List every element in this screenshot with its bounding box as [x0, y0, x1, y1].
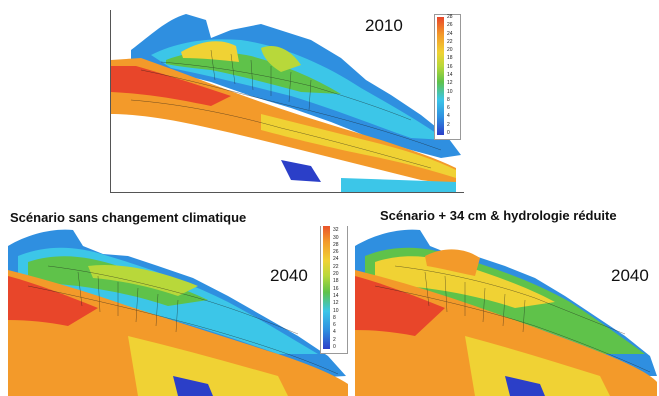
year-label-left: 2040	[270, 266, 308, 285]
right-small-channel	[505, 376, 545, 396]
legend-2010: 28 26 24 22 20 18 16 14 12 10 8 6 4 2 0	[434, 14, 461, 140]
legend-tick: 8	[333, 314, 336, 321]
lower-strip	[341, 178, 456, 192]
legend-left-colorbar	[323, 226, 330, 349]
scenario-title-left: Scénario sans changement climatique	[10, 210, 247, 225]
legend-tick: 12	[333, 300, 339, 307]
legend-left: 3432302826242220181614121086420	[320, 226, 348, 354]
legend-tick: 14	[447, 72, 453, 78]
legend-tick: 20	[333, 271, 339, 278]
contour-lines	[130, 49, 442, 169]
legend-tick: 14	[333, 292, 339, 299]
right-contours	[374, 265, 651, 373]
map-panel-right-2040: 2040	[355, 226, 657, 396]
yellow-zone-2	[261, 45, 301, 72]
legend-tick: 26	[447, 22, 453, 29]
salinity-map-left	[8, 229, 348, 396]
legend-tick: 4	[333, 329, 336, 336]
legend-tick: 0	[447, 130, 450, 136]
map-panel-left-2040: 2040 3432302826242220181614121086420	[8, 226, 348, 396]
legend-tick: 6	[333, 322, 336, 329]
right-orange-patch	[425, 249, 480, 276]
left-main-channel	[8, 270, 348, 396]
green-zone	[166, 51, 341, 94]
legend-tick: 16	[333, 285, 339, 292]
legend-tick: 24	[447, 30, 453, 37]
year-label-2010: 2010	[365, 16, 403, 35]
legend-tick: 10	[447, 88, 453, 95]
channel-core	[111, 66, 231, 106]
legend-tick: 32	[333, 227, 339, 234]
legend-tick: 0	[333, 344, 336, 350]
small-channel	[281, 160, 321, 182]
left-small-channel	[173, 376, 213, 396]
legend-tick: 16	[447, 63, 453, 70]
legend-tick: 10	[333, 307, 339, 314]
left-green-zone	[28, 256, 208, 306]
legend-tick: 2	[447, 121, 450, 128]
salinity-map-2010	[111, 14, 461, 192]
year-label-right: 2040	[611, 266, 649, 285]
legend-2010-colorbar	[437, 17, 444, 135]
legend-tick: 4	[447, 113, 450, 120]
legend-tick: 28	[447, 14, 453, 20]
right-yellow-edge	[465, 336, 610, 396]
legend-tick: 6	[447, 105, 450, 112]
left-contours	[27, 265, 339, 375]
legend-tick: 12	[447, 80, 453, 87]
left-yellow-edge	[128, 336, 288, 396]
legend-tick: 22	[447, 38, 453, 45]
salinity-map-right	[355, 229, 657, 396]
legend-tick: 30	[333, 234, 339, 241]
right-channel-core	[355, 276, 445, 336]
scenario-title-right: Scénario + 34 cm & hydrologie réduite	[380, 208, 617, 223]
yellow-zone	[181, 41, 239, 62]
left-yellowgreen	[88, 264, 198, 296]
legend-tick: 26	[333, 249, 339, 256]
legend-tick: 18	[333, 278, 339, 285]
right-main-channel	[355, 270, 657, 396]
legend-tick: 8	[447, 96, 450, 103]
legend-tick: 20	[447, 47, 453, 54]
yellow-channel-edge	[261, 114, 456, 178]
legend-tick: 2	[333, 336, 336, 343]
legend-tick: 22	[333, 263, 339, 270]
left-channel-core	[8, 276, 98, 326]
legend-tick: 18	[447, 55, 453, 62]
legend-tick: 24	[333, 256, 339, 263]
legend-tick: 28	[333, 241, 339, 248]
map-panel-2010: 2010 28 26 24 22 20 18 16 14 12 10 8 6 4 2 0	[110, 10, 464, 193]
